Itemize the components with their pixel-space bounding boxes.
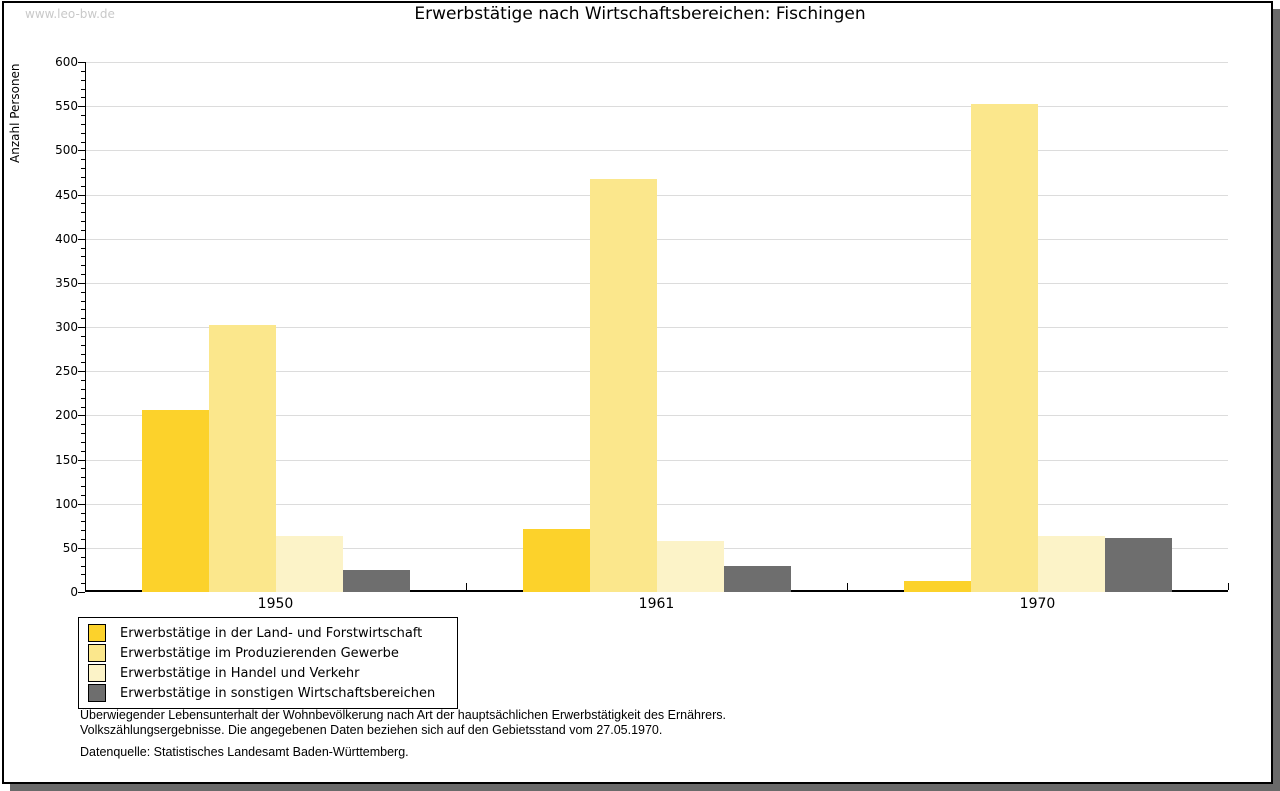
legend-item-3: Erwerbstätige in Handel und Verkehr [88, 663, 457, 683]
legend-label: Erwerbstätige im Produzierenden Gewerbe [120, 645, 399, 661]
chart-title: Erwerbstätige nach Wirtschaftsbereichen:… [414, 4, 866, 24]
legend: Erwerbstätige in der Land- und Forstwirt… [78, 617, 458, 709]
legend-swatch-icon [88, 644, 106, 662]
legend-label: Erwerbstätige in der Land- und Forstwirt… [120, 625, 423, 641]
data-source: Datenquelle: Statistisches Landesamt Bad… [80, 745, 409, 759]
footnotes: Überwiegender Lebensunterhalt der Wohnbe… [80, 708, 726, 738]
legend-swatch-icon [88, 624, 106, 642]
watermark: www.leo-bw.de [25, 7, 115, 21]
legend-swatch-icon [88, 684, 106, 702]
footnote-line-2: Volkszählungsergebnisse. Die angegebenen… [80, 723, 663, 737]
legend-swatch-icon [88, 664, 106, 682]
y-axis-label: Anzahl Personen [8, 63, 22, 163]
legend-item-1: Erwerbstätige in der Land- und Forstwirt… [88, 623, 457, 643]
legend-item-4: Erwerbstätige in sonstigen Wirtschaftsbe… [88, 683, 457, 703]
legend-label: Erwerbstätige in sonstigen Wirtschaftsbe… [120, 685, 436, 701]
legend-item-2: Erwerbstätige im Produzierenden Gewerbe [88, 643, 457, 663]
footnote-line-1: Überwiegender Lebensunterhalt der Wohnbe… [80, 708, 726, 722]
legend-label: Erwerbstätige in Handel und Verkehr [120, 665, 360, 681]
